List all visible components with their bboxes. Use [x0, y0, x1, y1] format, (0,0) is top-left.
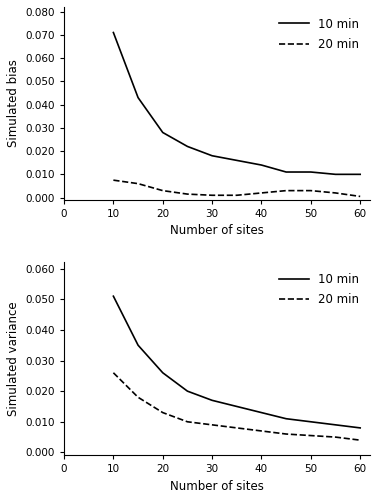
10 min: [308, 419, 313, 425]
20 min: [308, 432, 313, 438]
20 min: [185, 419, 190, 425]
20 min: [284, 188, 288, 194]
20 min: [210, 192, 215, 198]
20 min: [333, 434, 338, 440]
10 min: [333, 422, 338, 428]
20 min: [234, 425, 239, 431]
Legend: 10 min, 20 min: 10 min, 20 min: [275, 13, 364, 56]
20 min: [259, 190, 264, 196]
10 min: [111, 30, 116, 36]
20 min: [111, 370, 116, 376]
20 min: [308, 188, 313, 194]
X-axis label: Number of sites: Number of sites: [170, 224, 264, 237]
10 min: [161, 130, 165, 136]
Line: 10 min: 10 min: [113, 296, 360, 428]
20 min: [358, 437, 362, 443]
20 min: [259, 428, 264, 434]
10 min: [284, 169, 288, 175]
20 min: [161, 410, 165, 416]
10 min: [210, 152, 215, 158]
Y-axis label: Simulated bias: Simulated bias: [7, 60, 20, 148]
Line: 20 min: 20 min: [113, 180, 360, 196]
10 min: [185, 144, 190, 150]
Y-axis label: Simulated variance: Simulated variance: [7, 302, 20, 416]
20 min: [333, 190, 338, 196]
20 min: [185, 191, 190, 197]
10 min: [234, 404, 239, 409]
20 min: [136, 394, 140, 400]
10 min: [234, 158, 239, 164]
20 min: [111, 177, 116, 183]
10 min: [161, 370, 165, 376]
20 min: [234, 192, 239, 198]
Legend: 10 min, 20 min: 10 min, 20 min: [275, 268, 364, 311]
20 min: [284, 431, 288, 437]
10 min: [358, 172, 362, 177]
10 min: [136, 94, 140, 100]
10 min: [136, 342, 140, 348]
20 min: [210, 422, 215, 428]
20 min: [358, 194, 362, 200]
20 min: [161, 188, 165, 194]
10 min: [111, 293, 116, 299]
10 min: [210, 398, 215, 404]
10 min: [185, 388, 190, 394]
Line: 20 min: 20 min: [113, 373, 360, 440]
X-axis label: Number of sites: Number of sites: [170, 480, 264, 493]
Line: 10 min: 10 min: [113, 32, 360, 174]
10 min: [308, 169, 313, 175]
10 min: [333, 172, 338, 177]
20 min: [136, 180, 140, 186]
10 min: [259, 162, 264, 168]
10 min: [259, 410, 264, 416]
10 min: [284, 416, 288, 422]
10 min: [358, 425, 362, 431]
